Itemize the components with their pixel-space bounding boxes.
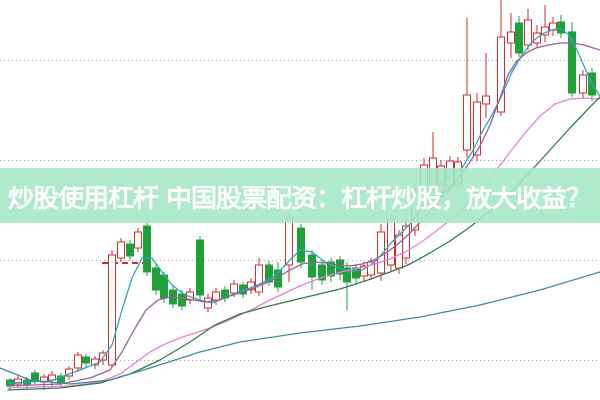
candlestick — [327, 258, 335, 282]
candlestick — [117, 238, 125, 262]
ma-fast-cyan-line — [7, 27, 600, 384]
candlestick — [497, 0, 505, 116]
candlestick — [507, 13, 515, 58]
candlestick — [108, 250, 116, 367]
headline-text: 炒股使用杠杆 中国股票配资：杠杆炒股，放大收益？ — [8, 185, 592, 212]
candlestick — [360, 262, 368, 282]
candlestick — [377, 224, 385, 281]
candlestick — [515, 16, 523, 57]
ma-mid-purple-line — [7, 42, 600, 387]
candlestick — [74, 352, 82, 372]
candlestick — [152, 264, 160, 295]
candlestick — [308, 250, 316, 290]
candlestick — [463, 18, 471, 158]
candlestick — [318, 260, 326, 285]
candlestick — [402, 220, 410, 264]
candlestick — [57, 373, 65, 387]
candlestick — [557, 15, 565, 38]
candlestick — [568, 22, 576, 97]
candlestick — [482, 53, 490, 118]
candlestick — [549, 17, 557, 36]
candlestick — [524, 9, 532, 50]
candlestick — [579, 70, 587, 98]
candlestick — [297, 224, 305, 268]
candlestick — [126, 240, 134, 260]
candlestick — [255, 258, 263, 296]
candlestick — [352, 264, 360, 284]
ma-slowest-blue-line — [0, 271, 600, 385]
candlestick — [134, 228, 142, 252]
ma-magenta-line — [7, 97, 600, 389]
candlestick — [541, 5, 549, 42]
candlestick — [82, 354, 90, 368]
candlestick — [143, 218, 151, 276]
candlestick — [196, 236, 204, 300]
headline-banner: 炒股使用杠杆 中国股票配资：杠杆炒股，放大收益？ — [0, 168, 600, 223]
